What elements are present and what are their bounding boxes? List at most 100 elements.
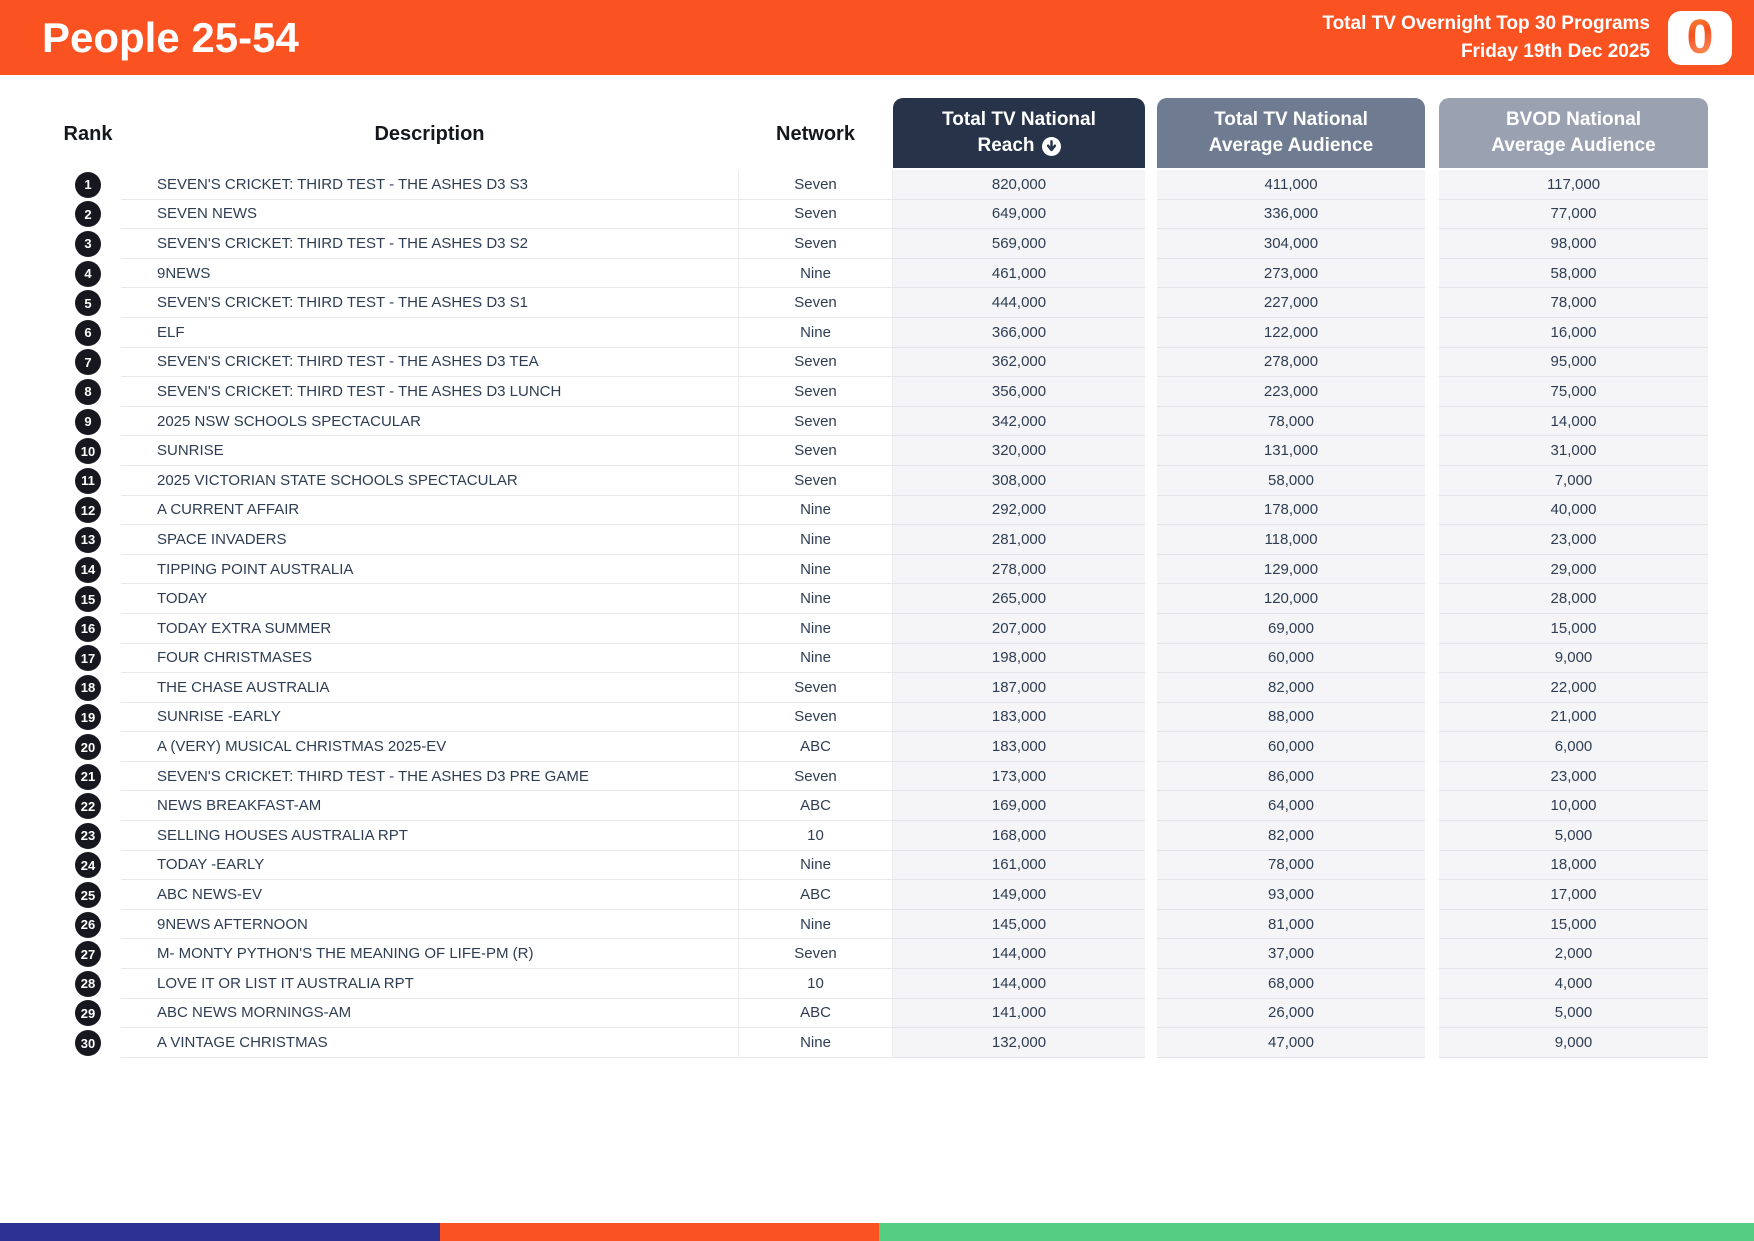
total-tv-avg-audience-cell: 60,000 — [1157, 732, 1425, 762]
table-row: 2 SEVEN NEWS Seven 649,000 336,000 77,000 — [55, 199, 1708, 230]
total-tv-reach-cell: 281,000 — [893, 525, 1145, 555]
total-tv-avg-audience-cell: 304,000 — [1157, 229, 1425, 259]
total-tv-reach-cell: 183,000 — [893, 702, 1145, 733]
bvod-avg-audience-cell: 5,000 — [1439, 821, 1708, 851]
description-cell: M- MONTY PYTHON'S THE MEANING OF LIFE-PM… — [121, 939, 738, 970]
network-cell: Seven — [738, 406, 893, 437]
bvod-avg-audience-cell: 9,000 — [1439, 643, 1708, 674]
table-row: 7 SEVEN'S CRICKET: THIRD TEST - THE ASHES… — [55, 347, 1708, 378]
total-tv-avg-audience-cell: 47,000 — [1157, 1028, 1425, 1058]
table-row: 18 THE CHASE AUSTRALIA Seven 187,000 82,000 2… — [55, 673, 1708, 703]
rank-cell: 12 — [55, 496, 121, 526]
total-tv-reach-cell: 207,000 — [893, 613, 1145, 644]
bvod-header-line1: BVOD National — [1505, 108, 1642, 130]
avg-header-line1: Total TV National — [1214, 108, 1368, 130]
network-cell: Seven — [738, 288, 893, 318]
table-row: 24 TODAY -EARLY Nine 161,000 78,000 18,000 — [55, 850, 1708, 881]
total-tv-reach-cell: 649,000 — [893, 199, 1145, 230]
footer-segment-blue — [0, 1223, 441, 1241]
description-cell: FOUR CHRISTMASES — [121, 644, 738, 674]
description-cell: TODAY — [121, 584, 738, 614]
rank-cell: 23 — [55, 821, 121, 851]
bvod-avg-audience-cell: 21,000 — [1439, 702, 1708, 733]
rank-badge: 22 — [75, 793, 101, 820]
description-cell: A VINTAGE CHRISTMAS — [121, 1028, 738, 1058]
rank-cell: 5 — [55, 288, 121, 318]
rank-badge: 5 — [75, 290, 101, 317]
total-tv-reach-cell: 461,000 — [893, 258, 1145, 289]
header-bar: People 25-54 Total TV Overnight Top 30 P… — [0, 0, 1754, 75]
rank-cell: 6 — [55, 318, 121, 348]
bvod-avg-audience-cell: 14,000 — [1439, 406, 1708, 437]
rank-badge: 1 — [75, 171, 101, 198]
bvod-header-line2: Average Audience — [1491, 135, 1656, 156]
rank-cell: 11 — [55, 466, 121, 496]
description-cell: 9NEWS — [121, 259, 738, 289]
network-cell: Seven — [738, 702, 893, 733]
total-tv-avg-audience-cell: 278,000 — [1157, 347, 1425, 378]
rank-cell: 4 — [55, 259, 121, 289]
description-cell: SEVEN'S CRICKET: THIRD TEST - THE ASHES … — [121, 348, 738, 378]
rank-badge: 23 — [75, 822, 101, 849]
rank-badge: 24 — [75, 852, 101, 879]
rank-badge: 3 — [75, 230, 101, 257]
description-cell: ABC NEWS MORNINGS-AM — [121, 999, 738, 1029]
total-tv-reach-cell: 320,000 — [893, 436, 1145, 466]
column-header-description: Description — [374, 122, 485, 145]
bvod-avg-audience-cell: 4,000 — [1439, 969, 1708, 999]
reach-header-line1: Total TV National — [942, 108, 1096, 130]
header-right: Total TV Overnight Top 30 Programs Frida… — [1322, 10, 1732, 65]
bvod-avg-audience-cell: 28,000 — [1439, 584, 1708, 614]
table-row: 14 TIPPING POINT AUSTRALIA Nine 278,000 129,… — [55, 554, 1708, 585]
description-cell: SPACE INVADERS — [121, 525, 738, 555]
rank-badge: 7 — [75, 349, 101, 376]
total-tv-reach-cell: 198,000 — [893, 643, 1145, 674]
table-row: 1 SEVEN'S CRICKET: THIRD TEST - THE ASHES… — [55, 170, 1708, 200]
rank-badge: 25 — [75, 882, 101, 909]
network-cell: Seven — [738, 436, 893, 466]
rank-badge: 18 — [75, 674, 101, 701]
bvod-avg-audience-cell: 117,000 — [1439, 170, 1708, 200]
bvod-avg-audience-cell: 7,000 — [1439, 465, 1708, 496]
bvod-avg-audience-cell: 31,000 — [1439, 436, 1708, 466]
description-cell: ABC NEWS-EV — [121, 880, 738, 910]
total-tv-reach-cell: 161,000 — [893, 850, 1145, 881]
logo-zero-glyph: 0 — [1686, 10, 1714, 64]
rank-badge: 26 — [75, 911, 101, 938]
rank-cell: 10 — [55, 436, 121, 466]
total-tv-avg-audience-cell: 82,000 — [1157, 821, 1425, 851]
column-header-total-tv-reach[interactable]: Total TV National Reach — [893, 98, 1145, 170]
table-row: 16 TODAY EXTRA SUMMER Nine 207,000 69,000 15,… — [55, 613, 1708, 644]
total-tv-avg-audience-cell: 37,000 — [1157, 939, 1425, 970]
avg-header-line2: Average Audience — [1208, 135, 1374, 156]
rank-cell: 1 — [55, 170, 121, 200]
total-tv-avg-audience-cell: 78,000 — [1157, 406, 1425, 437]
network-cell: Nine — [738, 909, 893, 940]
rank-cell: 14 — [55, 555, 121, 585]
total-tv-avg-audience-cell: 223,000 — [1157, 377, 1425, 407]
bvod-avg-audience-cell: 5,000 — [1439, 998, 1708, 1029]
total-tv-avg-audience-cell: 58,000 — [1157, 465, 1425, 496]
programs-table: Rank Description Network Total TV Nation… — [55, 98, 1708, 1058]
description-cell: SEVEN'S CRICKET: THIRD TEST - THE ASHES … — [121, 762, 738, 792]
description-cell: SUNRISE -EARLY — [121, 703, 738, 733]
description-cell: SELLING HOUSES AUSTRALIA RPT — [121, 821, 738, 851]
table-row: 22 NEWS BREAKFAST-AM ABC 169,000 64,000 10,00… — [55, 791, 1708, 822]
table-row: 20 A (VERY) MUSICAL CHRISTMAS 2025-EV ABC 1… — [55, 732, 1708, 762]
network-cell: Nine — [738, 258, 893, 289]
bvod-avg-audience-cell: 98,000 — [1439, 229, 1708, 259]
network-cell: Nine — [738, 643, 893, 674]
network-cell: Seven — [738, 939, 893, 970]
total-tv-reach-cell: 342,000 — [893, 406, 1145, 437]
rank-badge: 6 — [75, 319, 101, 346]
bvod-avg-audience-cell: 40,000 — [1439, 495, 1708, 526]
table-row: 30 A VINTAGE CHRISTMAS Nine 132,000 47,000 9,… — [55, 1028, 1708, 1058]
rank-cell: 13 — [55, 525, 121, 555]
total-tv-avg-audience-cell: 93,000 — [1157, 880, 1425, 910]
table-row: 26 9NEWS AFTERNOON Nine 145,000 81,000 15,000 — [55, 909, 1708, 940]
reach-header-line2: Reach — [977, 135, 1035, 156]
total-tv-reach-cell: 356,000 — [893, 377, 1145, 407]
total-tv-avg-audience-cell: 227,000 — [1157, 288, 1425, 318]
description-cell: NEWS BREAKFAST-AM — [121, 791, 738, 822]
bvod-avg-audience-cell: 18,000 — [1439, 850, 1708, 881]
